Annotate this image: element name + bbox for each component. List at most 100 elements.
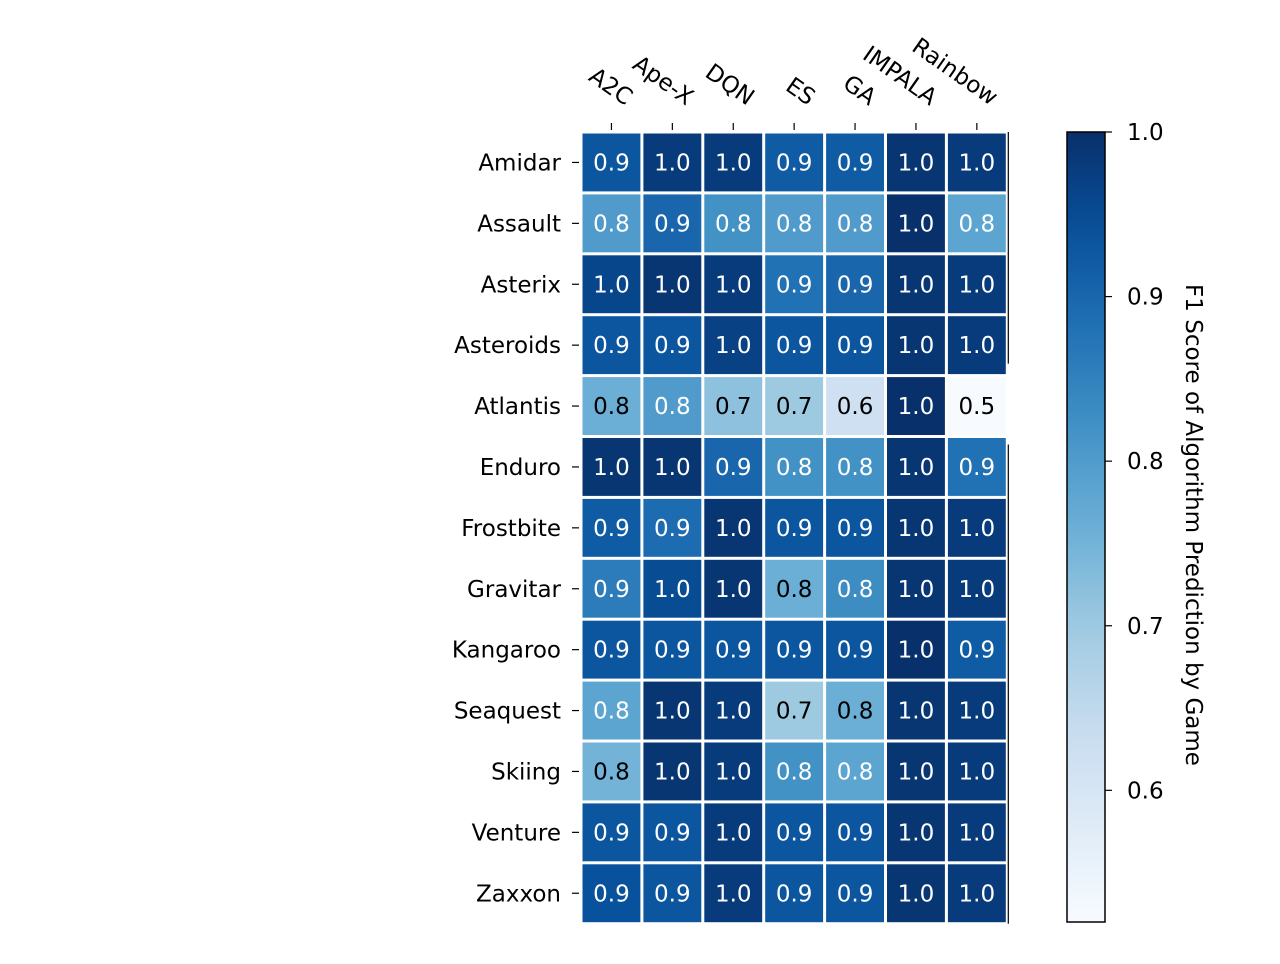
heatmap-cell: [826, 498, 884, 557]
cell-value-label: 0.8: [837, 577, 874, 603]
cell-value-label: 1.0: [898, 881, 935, 907]
cell-value-label: 0.9: [654, 211, 691, 237]
cell-value-label: 1.0: [654, 699, 691, 725]
cell-value-label: 1.0: [898, 638, 935, 664]
heatmap-cell: [643, 255, 702, 314]
row-label: Zaxxon: [476, 881, 561, 907]
cell-value-label: 0.9: [959, 638, 996, 664]
cell-value-label: 1.0: [959, 881, 996, 907]
heatmap-cell: [947, 438, 1006, 496]
heatmap-cell: [643, 559, 702, 618]
cell-value-label: 0.8: [837, 759, 874, 785]
cell-value-label: 1.0: [898, 820, 935, 846]
heatmap-cell: [887, 498, 945, 557]
heatmap-cell: [704, 620, 763, 679]
cell-value-label: 0.9: [959, 455, 996, 481]
cell-value-label: 1.0: [898, 150, 935, 176]
heatmap-cell: [582, 316, 641, 375]
heatmap-cell: [765, 559, 824, 618]
heatmap-cell: [947, 377, 1006, 435]
heatmap-cell: [947, 864, 1006, 923]
heatmap-cell: [643, 742, 702, 801]
heatmap-cell: [643, 316, 702, 375]
cell-value-label: 1.0: [959, 150, 996, 176]
cell-value-label: 0.8: [593, 211, 630, 237]
cell-value-label: 0.8: [837, 455, 874, 481]
heatmap-cell: [704, 438, 763, 496]
cell-value-label: 1.0: [593, 272, 630, 298]
cell-value-label: 0.8: [959, 211, 996, 237]
cell-value-label: 1.0: [959, 516, 996, 542]
heatmap-cell: [826, 681, 884, 740]
cell-value-label: 0.8: [593, 394, 630, 420]
heatmap-cell: [582, 742, 641, 801]
colorbar-label: F1 Score of Algorithm Prediction by Game: [1180, 284, 1206, 766]
cell-value-label: 1.0: [715, 759, 752, 785]
heatmap-cell: [826, 438, 884, 496]
heatmap-cell: [582, 681, 641, 740]
heatmap-cell: [582, 498, 641, 557]
cell-value-label: 0.9: [837, 272, 874, 298]
heatmap-cell: [704, 742, 763, 801]
cell-value-label: 1.0: [715, 577, 752, 603]
heatmap-cell: [826, 742, 884, 801]
heatmap-cell: [947, 559, 1006, 618]
cell-value-label: 0.9: [593, 150, 630, 176]
heatmap-cell: [582, 438, 641, 496]
colorbar: 0.6 0.7 0.8 0.9 1.0 F1 Score of Algorithm Pre…: [1066, 120, 1206, 923]
column-label: ES: [781, 73, 820, 111]
heatmap-cell: [643, 133, 702, 192]
colorbar-tick-label: 0.8: [1127, 449, 1164, 475]
row-label: Venture: [472, 820, 561, 846]
heatmap-cell: [826, 559, 884, 618]
heatmap-cell: [704, 316, 763, 375]
heatmap-cell: [887, 438, 945, 496]
heatmap-cell: [765, 133, 824, 192]
cell-value-label: 0.9: [776, 881, 813, 907]
heatmap-cell: [947, 194, 1006, 253]
colorbar-bar: [1066, 131, 1106, 923]
row-label: Atlantis: [474, 394, 561, 420]
heatmap-cells: 0.9 1.0 1.0 0.9 0.9 1.0 1.0 0.8 0.9 0.8 0.8 0.8 1.0 0…: [582, 133, 1006, 923]
cell-value-label: 1.0: [898, 516, 935, 542]
heatmap-cell: [643, 681, 702, 740]
heatmap-cell: [947, 316, 1006, 375]
heatmap-cell: [704, 255, 763, 314]
heatmap-cell: [582, 864, 641, 923]
cell-value-label: 0.9: [654, 638, 691, 664]
cell-value-label: 1.0: [898, 759, 935, 785]
cell-value-label: 1.0: [898, 577, 935, 603]
heatmap-cell: [887, 377, 945, 435]
cell-value-label: 0.6: [837, 394, 874, 420]
heatmap-cell: [765, 498, 824, 557]
cell-value-label: 0.8: [715, 211, 752, 237]
heatmap-cell: [826, 377, 884, 435]
cell-value-label: 0.9: [776, 272, 813, 298]
cell-value-label: 1.0: [654, 272, 691, 298]
cell-value-label: 1.0: [898, 333, 935, 359]
cell-value-label: 0.8: [776, 455, 813, 481]
heatmap-cell: [947, 620, 1006, 679]
heatmap-cell: [887, 255, 945, 314]
heatmap-cell: [582, 803, 641, 862]
cell-value-label: 0.8: [776, 577, 813, 603]
heatmap-cell: [826, 255, 884, 314]
heatmap-cell: [582, 194, 641, 253]
cell-value-label: 1.0: [959, 577, 996, 603]
cell-value-label: 0.9: [593, 881, 630, 907]
heatmap-cell: [887, 620, 945, 679]
heatmap-cell: [826, 803, 884, 862]
row-label: Skiing: [491, 759, 561, 785]
heatmap-cell: [582, 255, 641, 314]
cell-value-label: 1.0: [898, 394, 935, 420]
cell-value-label: 0.9: [593, 638, 630, 664]
heatmap-cell: [582, 620, 641, 679]
heatmap-cell: [582, 133, 641, 192]
cell-value-label: 0.7: [776, 699, 813, 725]
cell-value-label: 0.9: [654, 881, 691, 907]
cell-value-label: 0.8: [776, 211, 813, 237]
cell-value-label: 0.8: [593, 759, 630, 785]
